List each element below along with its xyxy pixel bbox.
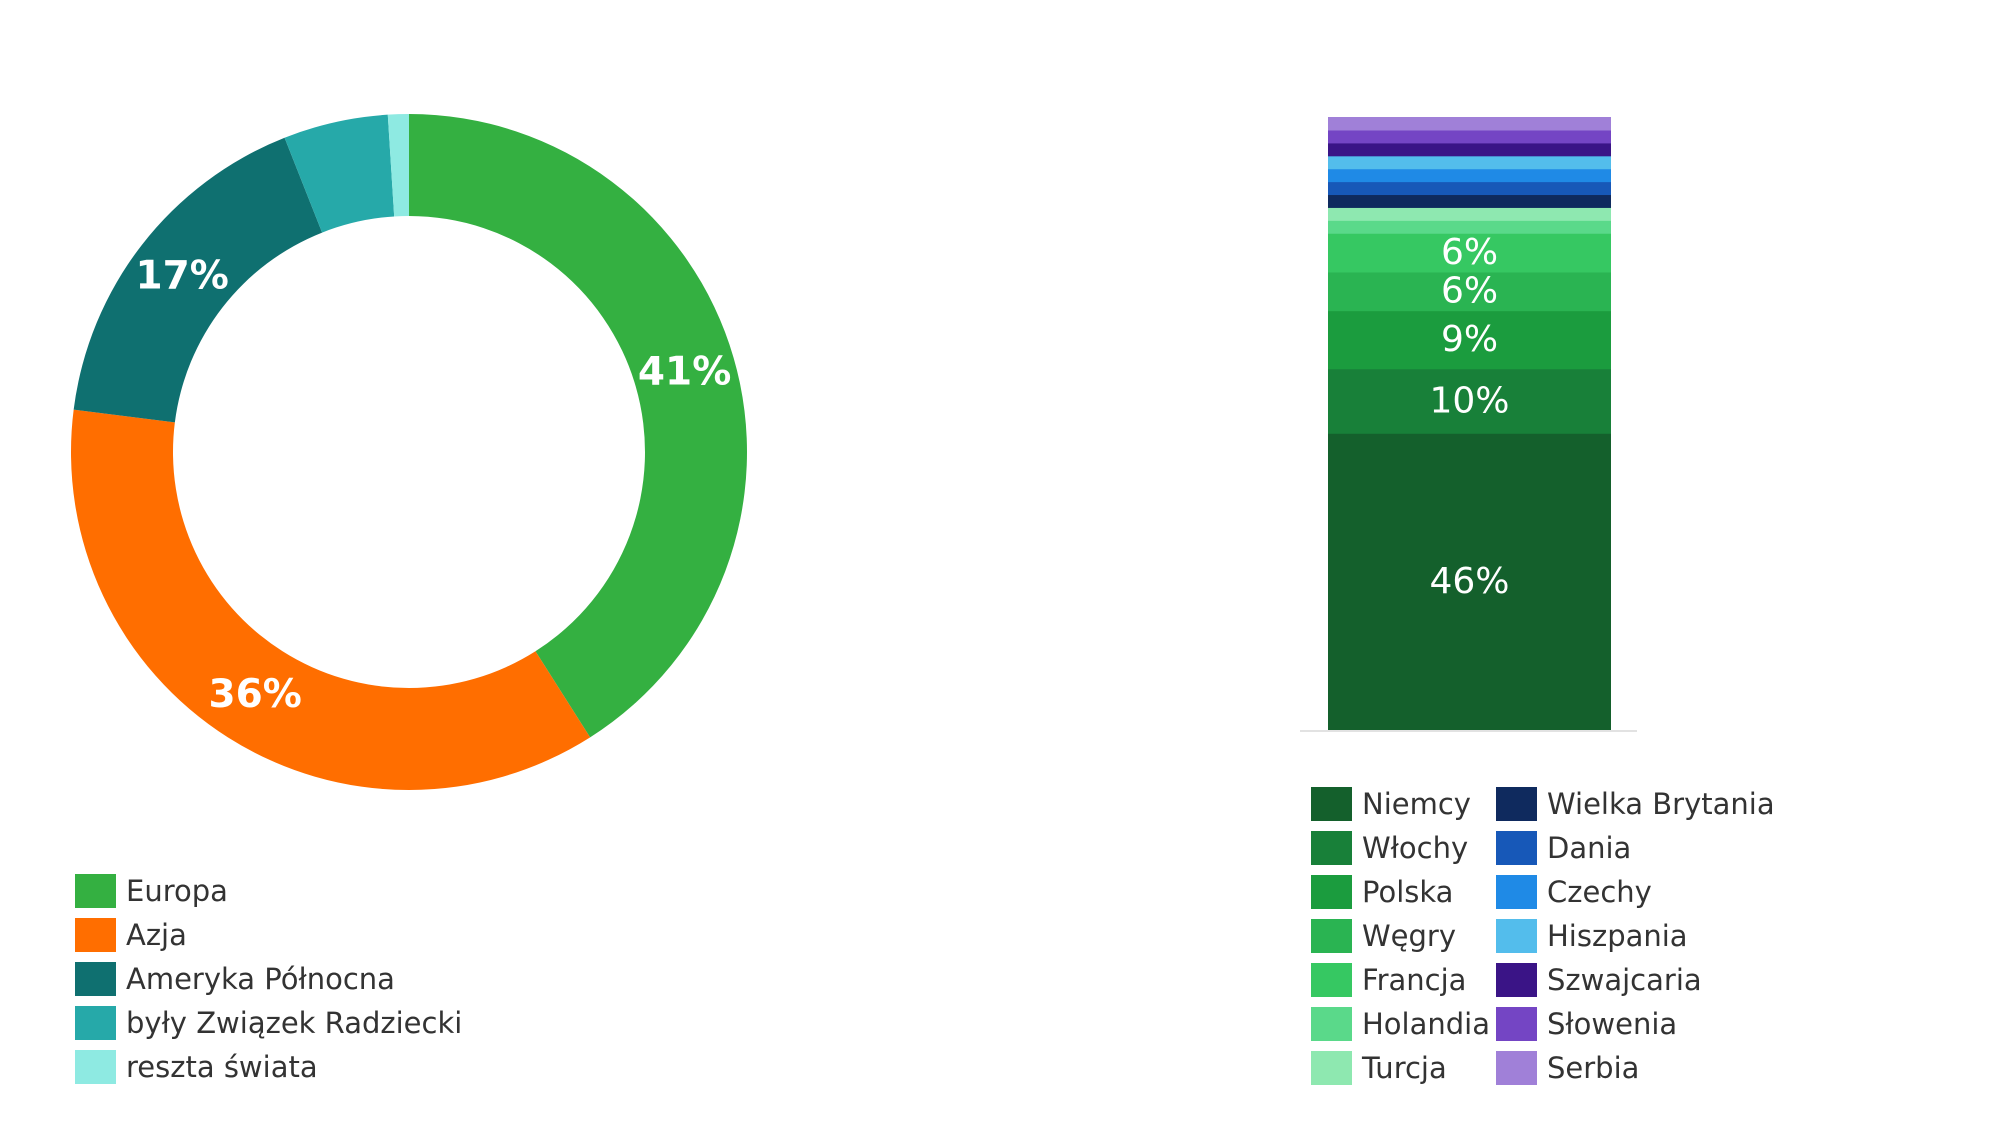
legend-label-wegry: Węgry — [1362, 919, 1456, 953]
stacked-bar-legend: Niemcy Włochy Polska Węgry Francja Holandia Tu… — [1311, 787, 1775, 1085]
donut-value-label-azja: 36% — [209, 672, 302, 717]
bar-segment-wlochy — [1328, 368, 1611, 434]
legend-swatch-azja — [75, 918, 116, 952]
legend-swatch-ameryka-polnocna — [75, 962, 116, 996]
legend-label-byly-zwiazek-radziecki: były Związek Radziecki — [126, 1006, 462, 1040]
stacked-bar-chart: 46% 10% 9% 6%6% — [1300, 117, 1637, 732]
bar-segment-wegry — [1328, 271, 1611, 312]
bar-segment-niemcy — [1328, 433, 1611, 731]
legend-label-serbia: Serbia — [1547, 1051, 1639, 1085]
legend-swatch-francja — [1311, 963, 1352, 997]
legend-label-holandia: Holandia — [1362, 1007, 1490, 1041]
bar-value-label-wegry: 6% — [1441, 271, 1498, 312]
donut-slice-reszta-swiata — [387, 114, 409, 217]
donut-slice-ameryka-polnocna — [73, 137, 323, 423]
legend-swatch-byly-zwiazek-radziecki — [75, 1006, 116, 1040]
legend-label-reszta-swiata: reszta świata — [126, 1050, 318, 1084]
legend-label-czechy: Czechy — [1547, 875, 1652, 909]
bar-value-label-polska: 9% — [1441, 319, 1498, 360]
legend-swatch-wegry — [1311, 919, 1352, 953]
bar-segment-szwajcaria — [1328, 142, 1611, 157]
legend-label-ameryka-polnocna: Ameryka Północna — [126, 962, 395, 996]
legend-label-dania: Dania — [1547, 831, 1631, 865]
legend-label-slowenia: Słowenia — [1547, 1007, 1677, 1041]
legend-label-francja: Francja — [1362, 963, 1466, 997]
bar-value-label-francja: 6% — [1441, 232, 1498, 273]
legend-swatch-hiszpania — [1496, 919, 1537, 953]
legend-label-niemcy: Niemcy — [1362, 787, 1471, 821]
legend-swatch-niemcy — [1311, 787, 1352, 821]
legend-swatch-reszta-swiata — [75, 1050, 116, 1084]
legend-label-europa: Europa — [126, 874, 228, 908]
bar-segment-wielka-brytania — [1328, 194, 1611, 208]
legend-label-azja: Azja — [126, 918, 187, 952]
legend-swatch-turcja — [1311, 1051, 1352, 1085]
bar-segment-turcja — [1328, 207, 1611, 221]
legend-label-hiszpania: Hiszpania — [1547, 919, 1688, 953]
legend-label-szwajcaria: Szwajcaria — [1547, 963, 1702, 997]
legend-swatch-europa — [75, 874, 116, 908]
bar-segment-francja — [1328, 233, 1611, 273]
bar-segment-slowenia — [1328, 129, 1611, 144]
bar-segment-serbia — [1328, 117, 1611, 131]
bar-segment-hiszpania — [1328, 155, 1611, 170]
legend-swatch-serbia — [1496, 1051, 1537, 1085]
donut-slice-azja — [70, 409, 591, 790]
legend-swatch-wlochy — [1311, 831, 1352, 865]
legend-label-wlochy: Włochy — [1362, 831, 1468, 865]
donut-chart: 41% 36% 17% — [70, 114, 747, 790]
legend-swatch-dania — [1496, 831, 1537, 865]
legend-swatch-polska — [1311, 875, 1352, 909]
bar-segment-czechy — [1328, 168, 1611, 183]
legend-label-polska: Polska — [1362, 875, 1453, 909]
legend-label-turcja: Turcja — [1361, 1051, 1447, 1085]
legend-label-wielka-brytania: Wielka Brytania — [1547, 787, 1775, 821]
donut-slice-europa — [409, 114, 747, 738]
bar-segment-dania — [1328, 181, 1611, 196]
bar-segment-polska — [1328, 310, 1611, 370]
donut-value-label-ameryka-polnocna: 17% — [136, 254, 229, 299]
bar-value-label-niemcy: 46% — [1429, 561, 1509, 602]
donut-slice-byly-zwiazek-radziecki — [284, 114, 395, 233]
bar-segment-holandia — [1328, 220, 1611, 234]
legend-swatch-slowenia — [1496, 1007, 1537, 1041]
legend-swatch-wielka-brytania — [1496, 787, 1537, 821]
donut-legend: Europa Azja Ameryka Północna były Związek R… — [75, 874, 462, 1084]
legend-swatch-czechy — [1496, 875, 1537, 909]
donut-value-label-europa: 41% — [638, 349, 731, 394]
legend-swatch-szwajcaria — [1496, 963, 1537, 997]
legend-swatch-holandia — [1311, 1007, 1352, 1041]
bar-value-label-wlochy: 10% — [1429, 380, 1509, 421]
